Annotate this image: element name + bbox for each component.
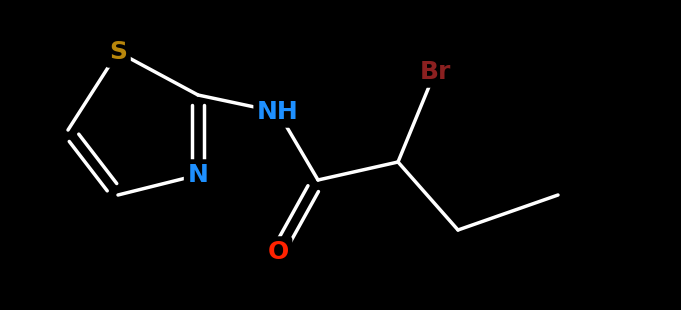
Text: S: S [109, 40, 127, 64]
Text: O: O [268, 240, 289, 264]
Text: N: N [187, 163, 208, 187]
Text: NH: NH [257, 100, 299, 124]
Text: Br: Br [419, 60, 451, 84]
